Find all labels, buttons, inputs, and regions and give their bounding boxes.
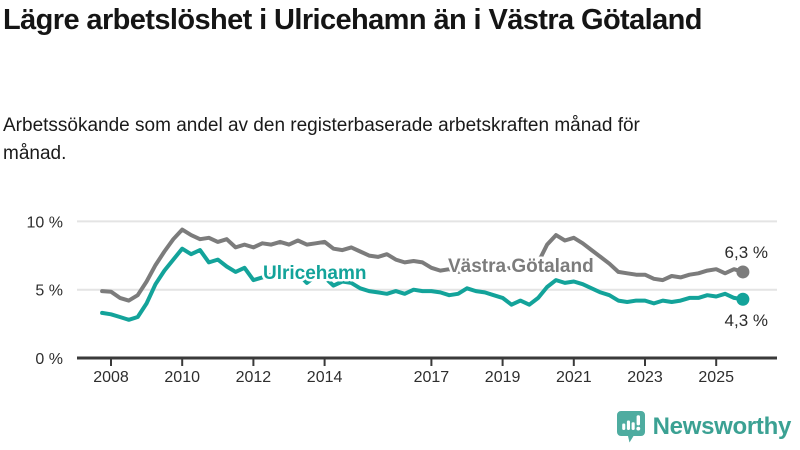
series-line-ulricehamn — [100, 246, 745, 322]
end-value-label-ulricehamn: 4,3 % — [725, 311, 768, 330]
series-end-dot-v-stra-g-taland — [736, 265, 750, 279]
x-tick-label: 2021 — [556, 369, 592, 386]
newsworthy-logo-text: Newsworthy — [652, 412, 792, 440]
y-tick-label: 10 % — [27, 214, 63, 231]
y-tick-label: 0 % — [35, 351, 63, 368]
x-tick-label: 2008 — [93, 369, 129, 386]
y-tick-label: 5 % — [35, 283, 63, 300]
series-label-ulricehamn: Ulricehamn — [263, 263, 366, 284]
x-tick-label: 2014 — [307, 369, 343, 386]
x-tick-label: 2010 — [164, 369, 200, 386]
series-line-v-stra-g-taland — [100, 227, 745, 303]
end-value-label-vastra-gotaland: 6,3 % — [725, 243, 768, 262]
series-label-vastra-gotaland: Västra Götaland — [448, 256, 594, 277]
series-end-dot-ulricehamn — [736, 292, 750, 306]
x-tick-label: 2017 — [414, 369, 450, 386]
page-title: Lägre arbetslöshet i Ulricehamn än i Väs… — [3, 4, 702, 36]
x-tick-label: 2025 — [698, 369, 734, 386]
bar-chart-speech-bubble-icon — [616, 411, 645, 443]
chart-plot-layer: 0 % 5 % 10 % 2008 2010 2012 2014 2017 2019 2021 20… — [27, 214, 777, 386]
newsworthy-logo[interactable]: Newsworthy — [616, 410, 791, 443]
x-tick-label: 2012 — [236, 369, 272, 386]
x-tick-label: 2023 — [627, 369, 663, 386]
x-tick-label: 2019 — [485, 369, 521, 386]
page-subtitle: Arbetssökande som andel av den registerb… — [3, 115, 640, 164]
